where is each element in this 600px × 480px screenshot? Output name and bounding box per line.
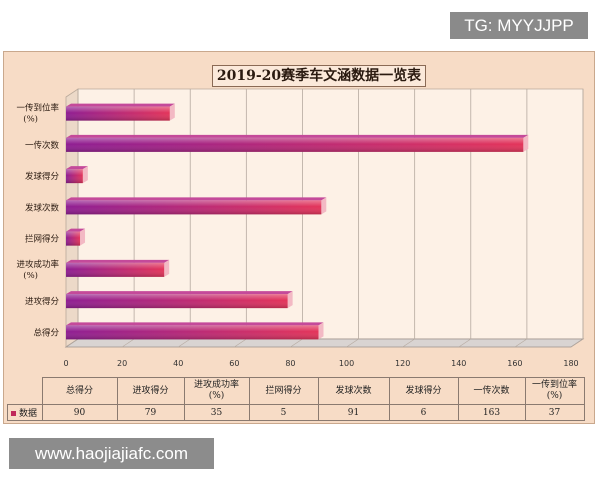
- bar-end-cap: [321, 197, 327, 215]
- x-tick-label: 140: [451, 359, 466, 368]
- table-header-cell: 总得分: [41, 377, 118, 405]
- gridline-floor: [458, 338, 471, 348]
- table-header-cell: 拦网得分: [248, 377, 319, 405]
- y-category-label: 发球次数: [25, 202, 60, 213]
- table-value-cell: 35: [183, 404, 250, 421]
- bar-shading: [66, 106, 170, 121]
- x-tick-label: 80: [285, 359, 295, 368]
- table-header-cell: 进攻得分: [116, 377, 185, 405]
- bar-shading: [66, 262, 165, 277]
- watermark-bottom: www.haojiajiafc.com: [9, 438, 214, 469]
- x-tick-label: 20: [117, 359, 127, 368]
- table-header-cell: 进攻成功率 (%): [183, 377, 250, 405]
- data-table: 总得分 进攻得分 进攻成功率 (%) 拦网得分 发球次数 发球得分 一传次数 一传到位率 (%) …: [7, 377, 585, 421]
- bar-top-face: [66, 134, 529, 138]
- gridline-floor: [65, 338, 79, 348]
- y-category-label: 一传到位率(%): [16, 103, 59, 125]
- bar-top-face: [66, 197, 327, 201]
- table-value-cell: 37: [524, 404, 585, 421]
- y-category-label: 进攻得分: [25, 296, 60, 307]
- plot-floor: [64, 338, 585, 348]
- bar-shading: [66, 169, 83, 184]
- x-tick-label: 180: [563, 359, 578, 368]
- gridline-floor: [234, 338, 247, 348]
- y-category-label: 拦网得分: [25, 234, 60, 245]
- table-row-label: 数据: [7, 404, 43, 421]
- y-category-label: 发球得分: [25, 171, 60, 182]
- x-tick-label: 0: [63, 359, 68, 368]
- bar-shading: [66, 231, 81, 246]
- x-tick-label: 40: [173, 359, 183, 368]
- bar-end-cap: [80, 228, 86, 246]
- x-tick-label: 100: [339, 359, 354, 368]
- x-tick-label: 160: [507, 359, 522, 368]
- bar-end-cap: [287, 291, 293, 309]
- bar-top-face: [66, 166, 88, 170]
- y-category-label: 进攻成功率(%): [16, 259, 59, 281]
- plot-left-wall: [65, 88, 79, 348]
- gridline-floor: [346, 338, 359, 348]
- watermark-top: TG: MYYJJPP: [450, 12, 588, 39]
- bar-top-face: [66, 259, 170, 263]
- bar-end-cap: [164, 259, 170, 277]
- x-tick-label: 60: [229, 359, 239, 368]
- bar-top-face: [66, 322, 324, 326]
- bar-shading: [66, 325, 319, 340]
- gridline-floor: [121, 338, 135, 348]
- gridline-floor: [178, 338, 191, 348]
- bar-top-face: [66, 291, 293, 295]
- bar-top-face: [66, 103, 175, 107]
- x-tick-label: 120: [395, 359, 410, 368]
- table-header-cell: 一传次数: [457, 377, 526, 405]
- chart-title: 2019-20赛季车文涵数据一览表: [212, 65, 426, 87]
- bar-end-cap: [523, 134, 529, 152]
- y-category-label: 总得分: [33, 327, 59, 338]
- legend-swatch: [11, 411, 16, 416]
- gridline-floor: [290, 338, 303, 348]
- table-corner: [7, 377, 43, 405]
- table-value-cell: 6: [388, 404, 459, 421]
- table-value-cell: 91: [317, 404, 390, 421]
- table-value-cell: 90: [41, 404, 118, 421]
- gridline-floor: [514, 338, 528, 348]
- table-value-cell: 79: [116, 404, 185, 421]
- bar-end-cap: [169, 103, 175, 121]
- table-header-cell: 发球得分: [388, 377, 459, 405]
- table-value-cell: 5: [248, 404, 319, 421]
- bar-shading: [66, 294, 288, 309]
- table-header-cell: 一传到位率 (%): [524, 377, 585, 405]
- table-value-cell: 163: [457, 404, 526, 421]
- gridline-floor: [402, 338, 415, 348]
- bar-end-cap: [82, 166, 88, 184]
- bar-shading: [66, 137, 524, 152]
- bar-top-face: [66, 228, 86, 232]
- table-header-cell: 发球次数: [317, 377, 390, 405]
- legend-label: 数据: [19, 409, 38, 419]
- bar-shading: [66, 200, 322, 215]
- gridline-floor: [570, 338, 584, 348]
- bar-end-cap: [318, 322, 324, 340]
- y-category-label: 一传次数: [25, 140, 60, 151]
